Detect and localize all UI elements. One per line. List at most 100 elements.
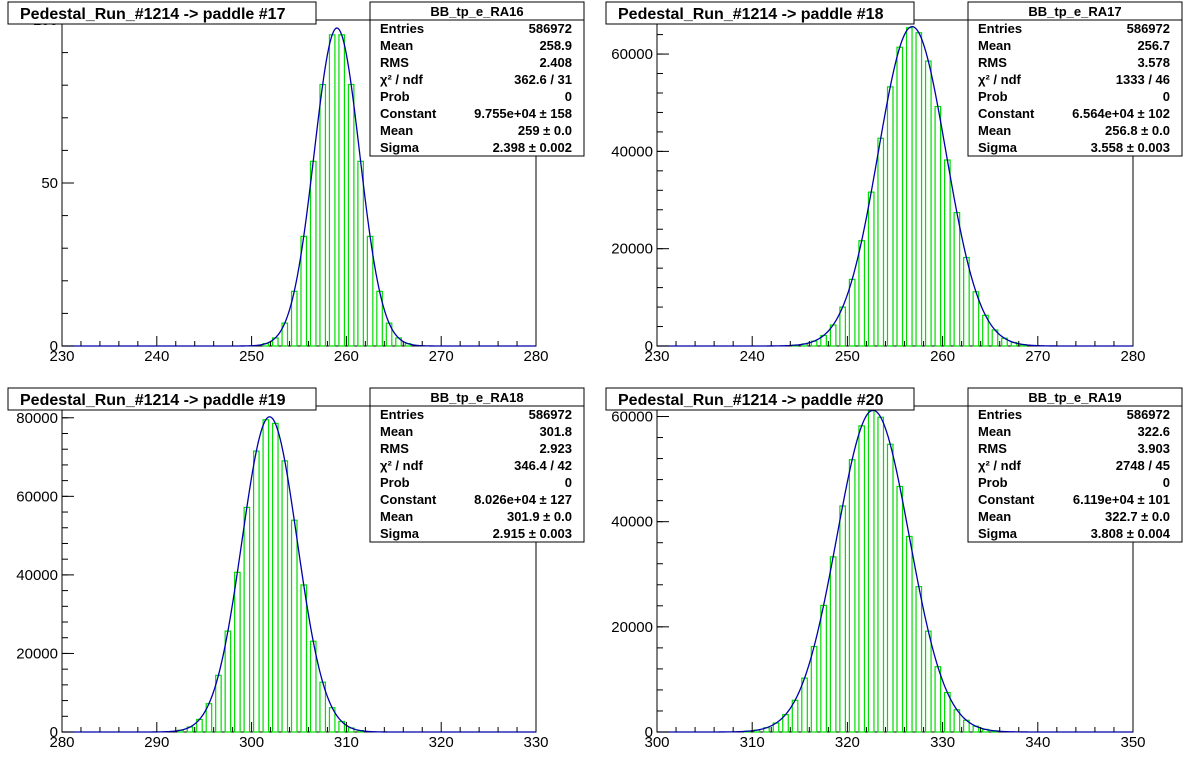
stat-label: Entries xyxy=(380,407,424,422)
title-box xyxy=(605,1,915,25)
stat-label: Mean xyxy=(978,424,1011,439)
x-tick-label: 240 xyxy=(144,348,169,365)
stat-value: 2748 / 45 xyxy=(1116,458,1170,473)
stat-label: Mean xyxy=(380,123,413,138)
histogram-name: BB_tp_e_RA16 xyxy=(430,4,523,19)
histogram-bar xyxy=(253,450,260,733)
x-tick-label: 280 xyxy=(49,734,74,751)
stat-value: 346.4 / 42 xyxy=(514,458,572,473)
histogram-bar xyxy=(924,60,932,347)
y-tick-label: 20000 xyxy=(611,619,653,636)
x-tick-label: 240 xyxy=(740,348,765,365)
stat-label: Sigma xyxy=(978,526,1018,541)
stat-value: 2.408 xyxy=(539,55,572,70)
stat-value: 586972 xyxy=(529,21,572,36)
stat-label: Mean xyxy=(978,509,1011,524)
histogram-panel: 230240250260270280050100Pedestal_Run_#12… xyxy=(7,1,585,365)
x-tick-label: 230 xyxy=(49,348,74,365)
histogram-bar xyxy=(791,699,799,733)
stat-value: 6.564e+04 ± 102 xyxy=(1072,106,1170,121)
title-box xyxy=(7,387,317,411)
stat-label: χ² / ndf xyxy=(380,458,424,473)
x-tick-label: 260 xyxy=(334,348,359,365)
histogram-bar xyxy=(801,677,808,733)
stat-value: 3.578 xyxy=(1137,55,1170,70)
stat-label: Sigma xyxy=(978,140,1018,155)
y-tick-label: 0 xyxy=(645,724,653,741)
histogram-bar xyxy=(896,46,904,347)
stat-label: Prob xyxy=(978,89,1008,104)
stat-label: Prob xyxy=(380,89,410,104)
x-tick-label: 250 xyxy=(239,348,264,365)
stat-value: 256.7 xyxy=(1137,38,1170,53)
x-tick-label: 320 xyxy=(429,734,454,751)
stat-value: 0 xyxy=(1163,89,1170,104)
stat-value: 322.6 xyxy=(1137,424,1170,439)
stat-value: 2.915 ± 0.003 xyxy=(493,526,572,541)
x-tick-label: 270 xyxy=(429,348,454,365)
x-tick-label: 230 xyxy=(644,348,669,365)
stat-label: χ² / ndf xyxy=(978,458,1022,473)
stat-label: Mean xyxy=(978,38,1011,53)
gaussian-fit-curve xyxy=(657,25,1133,347)
x-tick-label: 270 xyxy=(1025,348,1050,365)
stats-box: BB_tp_e_RA18 Entries 586972 Mean 301.8 RMS 2.9… xyxy=(369,387,585,543)
x-tick-label: 310 xyxy=(740,734,765,751)
stat-label: RMS xyxy=(380,441,409,456)
histogram-bar xyxy=(972,291,980,347)
stat-value: 0 xyxy=(1163,475,1170,490)
y-tick-label: 0 xyxy=(50,724,58,741)
histogram-bar xyxy=(234,571,241,733)
y-tick-label: 50 xyxy=(41,175,58,192)
histogram-name: BB_tp_e_RA19 xyxy=(1028,390,1121,405)
histogram-name: BB_tp_e_RA18 xyxy=(430,390,523,405)
stat-label: Entries xyxy=(978,407,1022,422)
histogram-bar xyxy=(943,159,951,347)
histogram-panel: 280 290 300 310 320 330020000400006000080000P… xyxy=(7,387,585,751)
stats-box-frame xyxy=(369,1,585,157)
histogram-bar xyxy=(953,211,961,347)
histogram-bar xyxy=(877,137,885,347)
stat-label: Sigma xyxy=(380,140,420,155)
stat-label: Mean xyxy=(380,424,413,439)
x-tick-label: 330 xyxy=(523,734,548,751)
stat-label: Mean xyxy=(380,509,413,524)
y-tick-label: 20000 xyxy=(611,241,653,258)
stat-label: Prob xyxy=(380,475,410,490)
stat-value: 0 xyxy=(565,89,572,104)
plot-title: Pedestal_Run_#1214 -> paddle #18 xyxy=(618,6,884,23)
stat-value: 586972 xyxy=(1127,21,1170,36)
stat-value: 259 ± 0.0 xyxy=(518,123,572,138)
y-tick-label: 40000 xyxy=(611,514,653,531)
histogram-bar xyxy=(905,27,913,347)
histogram-bar xyxy=(934,105,942,347)
histogram-bar xyxy=(915,586,923,733)
y-tick-label: 40000 xyxy=(16,567,58,584)
stats-box: BB_tp_e_RA19 Entries 586972 Mean 322.6 RMS 3.9… xyxy=(967,387,1183,543)
y-tick-label: 60000 xyxy=(16,488,58,505)
stat-value: 3.558 ± 0.003 xyxy=(1091,140,1170,155)
histogram-bar xyxy=(357,160,364,347)
histogram-bar xyxy=(347,83,355,347)
x-tick-label: 320 xyxy=(835,734,860,751)
stat-label: RMS xyxy=(978,55,1007,70)
stats-box-frame xyxy=(369,387,585,543)
stats-box: BB_tp_e_RA16 Entries 586972 Mean 258.9 RMS 2.4… xyxy=(369,1,585,157)
stat-value: 2.923 xyxy=(539,441,572,456)
histogram-panel: 230 240 250 260 270 280 0 20000 40000 60000 Pedest… xyxy=(605,1,1183,365)
y-tick-label: 20000 xyxy=(16,645,58,662)
x-tick-label: 350 xyxy=(1120,734,1145,751)
y-tick-label: 60000 xyxy=(611,46,653,63)
histogram-bar xyxy=(934,666,942,733)
stat-value: 0 xyxy=(565,475,572,490)
histogram-bar xyxy=(338,34,346,347)
stat-label: Constant xyxy=(978,492,1035,507)
stat-label: Entries xyxy=(978,21,1022,36)
y-tick-label: 0 xyxy=(50,338,58,355)
stat-value: 3.808 ± 0.004 xyxy=(1091,526,1171,541)
stat-value: 301.9 ± 0.0 xyxy=(507,509,572,524)
stat-label: Entries xyxy=(380,21,424,36)
stat-value: 586972 xyxy=(1127,407,1170,422)
histogram-bar xyxy=(905,535,913,733)
stat-label: RMS xyxy=(978,441,1007,456)
